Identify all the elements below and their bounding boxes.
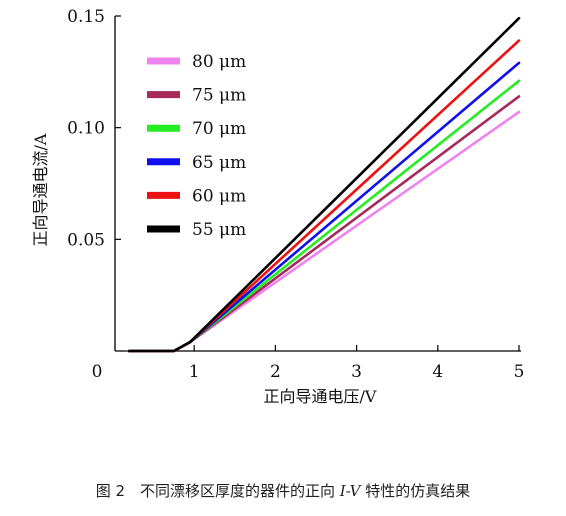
iv-chart: 0 1 2 3 4 5 0.05 0.10 0.15 80 μm 75 μm 70 μm 65 μm 6… (31, 7, 524, 406)
legend-label: 75 μm (192, 86, 246, 106)
series-line-6 (127, 16, 521, 353)
x-tick-label: 2 (270, 362, 281, 382)
x-axis-label: 正向导通电压/V (264, 387, 377, 406)
x-tick-label: 5 (514, 362, 525, 382)
legend: 80 μm 75 μm 70 μm 65 μm 60 μm 55 μm (147, 52, 246, 240)
caption-prefix: 图 2 不同漂移区厚度的器件的正向 (95, 482, 340, 500)
axes (114, 16, 521, 352)
y-tick-label: 0.05 (67, 230, 105, 250)
series-line-1 (127, 110, 521, 353)
series-line-5 (127, 39, 521, 353)
legend-label: 70 μm (192, 119, 246, 139)
legend-label: 55 μm (192, 220, 246, 240)
series-line-2 (127, 95, 521, 353)
series-line-4 (127, 61, 521, 353)
x-tick-label: 0 (92, 362, 103, 382)
y-tick-label: 0.10 (67, 119, 105, 139)
ticks: 0 1 2 3 4 5 0.05 0.10 0.15 (67, 7, 524, 382)
legend-label: 80 μm (192, 52, 246, 72)
series-lines (127, 16, 521, 353)
x-tick-label: 1 (189, 362, 200, 382)
x-tick-label: 3 (351, 362, 362, 382)
caption-suffix: 特性的仿真结果 (360, 482, 471, 500)
legend-label: 65 μm (192, 153, 246, 173)
y-tick-label: 0.15 (67, 7, 105, 27)
figure-caption: 图 2 不同漂移区厚度的器件的正向 I-V 特性的仿真结果 (0, 480, 566, 501)
legend-label: 60 μm (192, 186, 246, 206)
x-tick-label: 4 (432, 362, 443, 382)
caption-italic: I-V (339, 482, 361, 500)
y-axis-label: 正向导通电流/A (31, 133, 50, 246)
series-line-3 (127, 79, 521, 353)
